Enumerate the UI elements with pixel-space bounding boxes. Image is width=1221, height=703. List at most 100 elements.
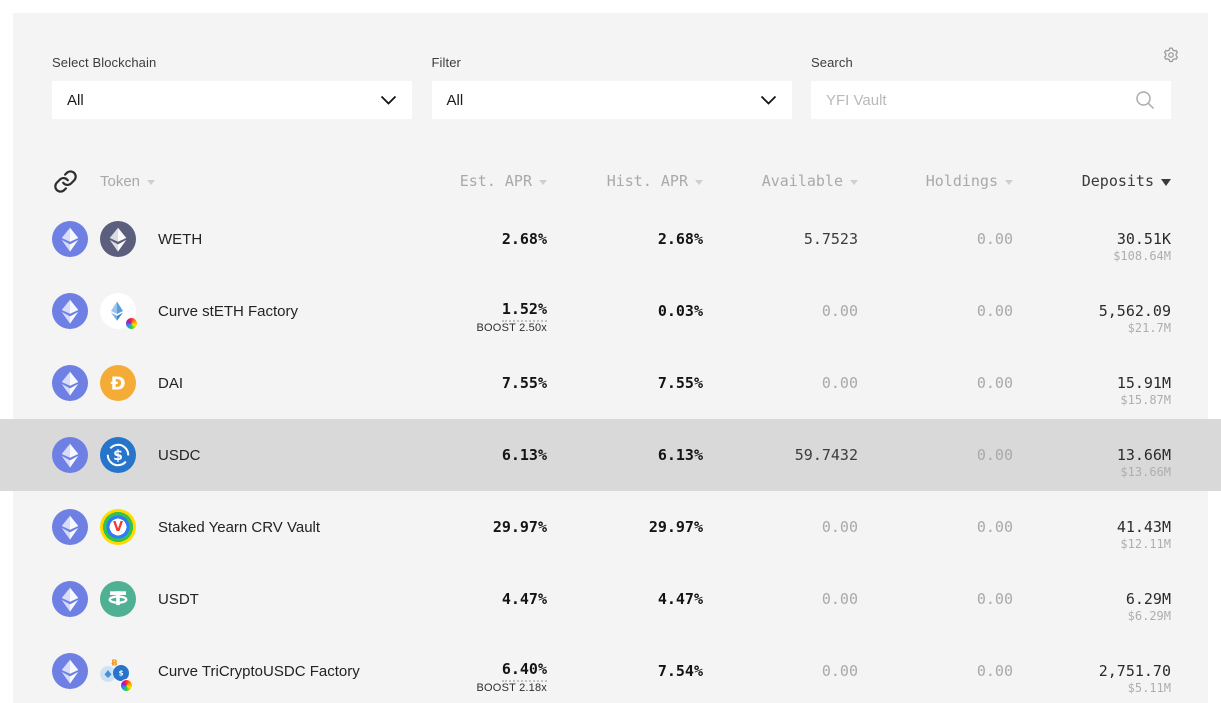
filter-select-label: Filter bbox=[431, 55, 461, 70]
ethereum-chain-icon bbox=[52, 437, 88, 473]
vault-row[interactable]: V Staked Yearn CRV Vault 29.97% 29.97% 0.00 0… bbox=[52, 491, 1171, 563]
ethereum-chain-icon bbox=[52, 653, 88, 689]
vault-row[interactable]: WETH 2.68% 2.68% 5.7523 0.00 30.51K $108.64M bbox=[52, 203, 1171, 275]
column-header-hist-apr-label: Hist. APR bbox=[606, 172, 688, 190]
ethereum-chain-icon bbox=[52, 365, 88, 401]
available-value: 0.00 bbox=[821, 662, 858, 680]
deposits-usd-value: $5.11M bbox=[1127, 681, 1171, 695]
boost-label: BOOST 2.18x bbox=[476, 682, 547, 694]
est-apr-value: 6.40% BOOST 2.18x bbox=[476, 660, 547, 694]
steth-token-icon bbox=[100, 293, 138, 330]
chain-link-icon[interactable] bbox=[52, 169, 88, 194]
column-header-holdings[interactable]: Holdings bbox=[858, 159, 1013, 203]
column-header-hist-apr[interactable]: Hist. APR bbox=[547, 159, 703, 203]
usdc-mini-coin: $ bbox=[113, 665, 129, 681]
hist-apr-value: 0.03% bbox=[657, 302, 703, 320]
holdings-value: 0.00 bbox=[976, 446, 1013, 464]
hist-apr-value: 4.47% bbox=[657, 590, 703, 608]
holdings-value: 0.00 bbox=[976, 374, 1013, 392]
vault-row[interactable]: USDT 4.47% 4.47% 0.00 0.00 6.29M $6.29M bbox=[52, 563, 1171, 635]
column-header-est-apr-label: Est. APR bbox=[459, 172, 532, 190]
holdings-value: 0.00 bbox=[976, 518, 1013, 536]
vault-row[interactable]: Curve stETH Factory 1.52% BOOST 2.50x 0.03%… bbox=[52, 275, 1171, 347]
available-value: 59.7432 bbox=[794, 446, 858, 464]
filter-select-group: Filter All bbox=[431, 55, 792, 119]
blockchain-select-value: All bbox=[67, 91, 84, 109]
est-apr-value: 4.47% bbox=[501, 590, 547, 608]
column-header-token-label: Token bbox=[100, 172, 141, 190]
dai-token-icon: Đ bbox=[100, 365, 136, 401]
search-label: Search bbox=[811, 55, 853, 70]
sort-triangle-icon bbox=[1005, 179, 1013, 185]
column-header-available-label: Available bbox=[761, 172, 843, 190]
boost-label: BOOST 2.50x bbox=[476, 322, 547, 334]
vault-row[interactable]: Ƀ $ Curve TriCryptoUSDC Factory 6.40% BOOS… bbox=[52, 635, 1171, 703]
token-name: DAI bbox=[158, 374, 184, 392]
svg-text:$: $ bbox=[119, 670, 124, 678]
deposits-usd-value: $15.87M bbox=[1120, 393, 1171, 407]
deposits-value: 2,751.70 $5.11M bbox=[1098, 662, 1171, 695]
chevron-down-icon bbox=[760, 95, 776, 105]
est-apr-value: 7.55% bbox=[501, 374, 547, 392]
holdings-value: 0.00 bbox=[976, 590, 1013, 608]
available-value: 0.00 bbox=[821, 302, 858, 320]
column-header-available[interactable]: Available bbox=[703, 159, 858, 203]
deposits-value: 13.66M $13.66M bbox=[1116, 446, 1171, 479]
chevron-down-icon bbox=[380, 95, 397, 105]
usdt-token-icon bbox=[100, 581, 136, 617]
svg-text:$: $ bbox=[113, 448, 123, 464]
token-name: Curve stETH Factory bbox=[158, 302, 299, 320]
blockchain-select[interactable]: All bbox=[52, 81, 412, 119]
sort-triangle-icon bbox=[695, 179, 703, 185]
column-header-token[interactable]: Token bbox=[100, 173, 437, 190]
tricrypto-token-icon: Ƀ $ bbox=[100, 653, 136, 692]
blockchain-select-label: Select Blockchain bbox=[52, 55, 157, 70]
hist-apr-value: 7.54% bbox=[657, 662, 703, 680]
column-header-deposits[interactable]: Deposits bbox=[1013, 159, 1171, 203]
vaults-panel: Select Blockchain All Filter All bbox=[0, 13, 1221, 703]
svg-text:Ƀ: Ƀ bbox=[111, 658, 117, 668]
est-apr-value: 29.97% bbox=[492, 518, 547, 536]
steth-mini-coin bbox=[100, 666, 116, 682]
sort-triangle-icon bbox=[850, 179, 858, 185]
available-value: 0.00 bbox=[821, 518, 858, 536]
ethereum-chain-icon bbox=[52, 509, 88, 545]
gear-icon[interactable] bbox=[1161, 45, 1181, 65]
est-apr-value: 6.13% bbox=[501, 446, 547, 464]
vault-rows: WETH 2.68% 2.68% 5.7523 0.00 30.51K $108.64M C… bbox=[0, 203, 1221, 703]
usdc-token-icon: $ bbox=[100, 437, 136, 473]
deposits-usd-value: $13.66M bbox=[1120, 465, 1171, 479]
rainbow-badge-icon bbox=[120, 679, 133, 692]
stycrv-token-icon: V bbox=[100, 509, 136, 545]
search-box[interactable] bbox=[811, 81, 1171, 119]
holdings-value: 0.00 bbox=[976, 230, 1013, 248]
deposits-value: 41.43M $12.11M bbox=[1116, 518, 1171, 551]
hist-apr-value: 7.55% bbox=[657, 374, 703, 392]
weth-token-icon bbox=[100, 221, 136, 257]
deposits-value: 30.51K $108.64M bbox=[1113, 230, 1171, 263]
est-apr-value: 2.68% bbox=[501, 230, 547, 248]
sort-triangle-icon bbox=[539, 179, 547, 185]
deposits-usd-value: $6.29M bbox=[1127, 609, 1171, 623]
search-icon bbox=[1136, 91, 1155, 110]
hist-apr-value: 6.13% bbox=[657, 446, 703, 464]
ethereum-chain-icon bbox=[52, 293, 88, 329]
search-input[interactable] bbox=[826, 91, 1134, 109]
column-header-est-apr[interactable]: Est. APR bbox=[437, 159, 547, 203]
vault-row[interactable]: $ USDC 6.13% 6.13% 59.7432 0.00 13.66M $13.66M bbox=[0, 419, 1221, 491]
search-group: Search bbox=[811, 55, 1171, 119]
blockchain-select-group: Select Blockchain All bbox=[52, 55, 412, 119]
token-name: USDC bbox=[158, 446, 201, 464]
ethereum-chain-icon bbox=[52, 581, 88, 617]
deposits-value: 6.29M $6.29M bbox=[1125, 590, 1171, 623]
sort-triangle-down-icon bbox=[1161, 178, 1171, 186]
filter-select[interactable]: All bbox=[431, 81, 792, 119]
vault-row[interactable]: Đ DAI 7.55% 7.55% 0.00 0.00 15.91M $15.87M bbox=[52, 347, 1171, 419]
hist-apr-value: 29.97% bbox=[648, 518, 703, 536]
available-value: 5.7523 bbox=[803, 230, 858, 248]
yearn-v-mark: V bbox=[112, 519, 124, 535]
hist-apr-value: 2.68% bbox=[657, 230, 703, 248]
deposits-usd-value: $108.64M bbox=[1113, 249, 1171, 263]
table-header: Token Est. APR Hist. APR Available Holdi… bbox=[52, 159, 1171, 203]
